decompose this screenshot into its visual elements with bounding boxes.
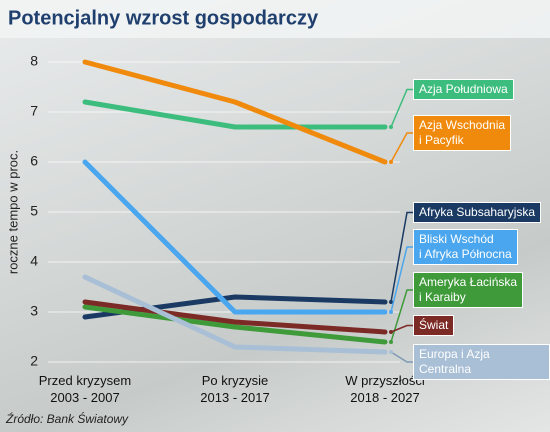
legend-connector [390,132,413,163]
y-axis-label: roczne tempo w proc. [5,150,20,274]
legend-connector [390,88,413,128]
y-tick-label: 5 [30,203,38,219]
legend-item: Ameryka Łacińska i Karaiby [413,272,524,308]
legend-item: Europa i Azja Centralna [413,344,550,380]
chart-title: Potencjalny wzrost gospodarczy [8,7,319,29]
source: Źródło: Bank Światowy [5,411,129,426]
title-banner [0,0,550,38]
series-line [82,304,388,345]
legend-connector-tip [389,310,393,314]
legend-connector [390,289,413,343]
legend-connector [390,246,413,313]
y-tick-label: 7 [30,103,38,119]
y-tick-label: 3 [30,303,38,319]
x-tick-label: Przed kryzysem 2003 - 2007 [38,373,132,405]
y-tick-label: 8 [30,53,38,69]
legend-connector-tip [389,350,393,354]
y-tick-label: 2 [30,353,38,369]
series-line [82,59,388,165]
legend-item: Bliski Wschód i Afryka Północna [413,229,518,265]
series-line [82,274,388,355]
x-tick-label: W przyszłości 2018 - 2027 [345,373,425,405]
legend-connector-tip [389,300,393,304]
legend-connector [390,351,413,363]
legend-connector-tip [389,160,393,164]
y-tick-label: 4 [30,253,38,269]
legend-item: Świat [413,315,455,336]
legend-connector [390,324,413,333]
x-tick-label: Po kryzysie 2013 - 2017 [200,373,270,405]
series-line [82,299,388,335]
y-tick-label: 6 [30,153,38,169]
series-line [82,159,388,315]
legend-connector [390,211,413,303]
legend-item: Azja Południowa [413,79,514,100]
legend-connector-tip [389,340,393,344]
legend-connector-tip [389,125,393,129]
legend-connector-tip [389,330,393,334]
series-line [82,99,388,130]
legend-item: Azja Wschodnia i Pacyfik [413,115,512,151]
legend-item: Afryka Subsaharyjska [413,202,542,223]
